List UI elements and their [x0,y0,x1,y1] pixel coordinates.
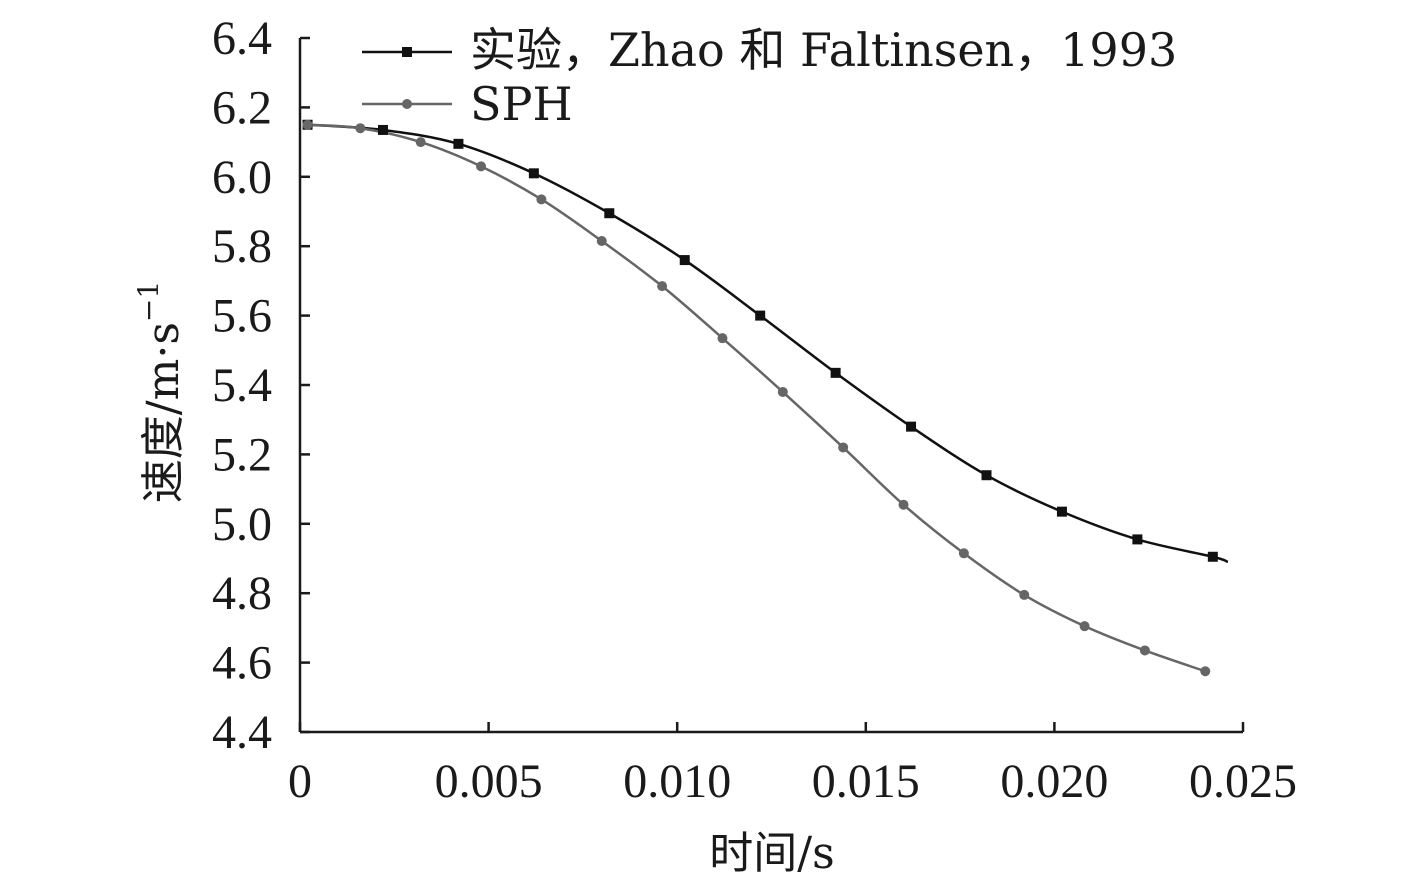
y-tick-label: 4.4 [212,706,272,759]
y-tick-label: 6.0 [212,151,272,204]
data-point-sph [1019,589,1030,600]
data-point-sph [302,119,313,130]
data-point-sph [958,548,969,559]
data-point-sph [657,281,668,292]
y-axis-title: 速度/m·s−1 [132,281,189,503]
legend-entry-sph: SPH [362,77,573,131]
series-line-1 [307,123,1206,673]
data-point-sph [1139,645,1150,656]
data-point-experiment [679,255,690,266]
x-tick-label: 0.025 [1189,755,1297,808]
data-point-sph [1079,621,1090,632]
data-point-experiment [604,208,615,219]
series-line-0 [307,123,1229,564]
y-tick-label: 6.2 [212,81,272,134]
y-tick-label: 4.8 [212,567,272,620]
data-point-sph [476,161,487,172]
x-axis-title: 时间/s [709,828,834,879]
data-point-experiment [528,168,539,179]
data-point-experiment [453,138,464,149]
data-curves [307,123,1229,673]
legend-entry-experiment: 实验，Zhao 和 Faltinsen，1993 [362,23,1177,77]
data-point-sph [717,333,728,344]
data-point-experiment [377,124,388,135]
data-point-sph [777,386,788,397]
data-point-sph [596,235,607,246]
data-point-sph [1200,666,1211,677]
x-tick-labels: 0 0.005 0.010 0.015 0.020 0.025 [288,755,1297,808]
data-point-experiment [906,421,917,432]
y-tick-label: 4.6 [212,637,272,690]
x-tick-label: 0.010 [623,755,731,808]
y-tick-label: 5.2 [212,428,272,481]
x-tick-label: 0 [288,755,312,808]
data-point-sph [536,194,547,205]
y-tick-label: 5.6 [212,290,272,343]
y-tick-label: 5.0 [212,498,272,551]
x-tick-label: 0.005 [435,755,543,808]
legend-label-sph: SPH [470,77,573,131]
y-tick-label: 6.4 [212,12,272,65]
data-point-sph [898,499,909,510]
data-point-sph [355,123,366,134]
legend-marker-experiment [402,47,412,57]
legend: 实验，Zhao 和 Faltinsen，1993 SPH [362,23,1177,131]
data-point-sph [415,137,426,148]
data-point-experiment [981,470,992,481]
y-tick-labels: 4.4 4.6 4.8 5.0 5.2 5.4 5.6 5.8 6.0 6.2 6.4 [212,12,272,759]
data-point-experiment [1207,551,1218,562]
legend-label-experiment: 实验，Zhao 和 Faltinsen，1993 [470,23,1177,77]
data-markers [302,119,1218,677]
y-tick-label: 5.8 [212,220,272,273]
y-axis-title-main: 速度/m·s [138,322,189,503]
data-point-experiment [755,310,766,321]
data-point-experiment [1132,534,1143,545]
y-tick-label: 5.4 [212,359,272,412]
x-tick-label: 0.020 [1000,755,1108,808]
x-tick-label: 0.015 [812,755,920,808]
data-point-experiment [1056,506,1067,517]
legend-marker-sph [402,99,412,109]
y-axis-title-superscript: −1 [132,281,165,322]
data-point-sph [838,442,849,453]
data-point-experiment [830,367,841,378]
axes [298,36,1245,734]
y-axis-title-group: 速度/m·s−1 [132,281,189,503]
